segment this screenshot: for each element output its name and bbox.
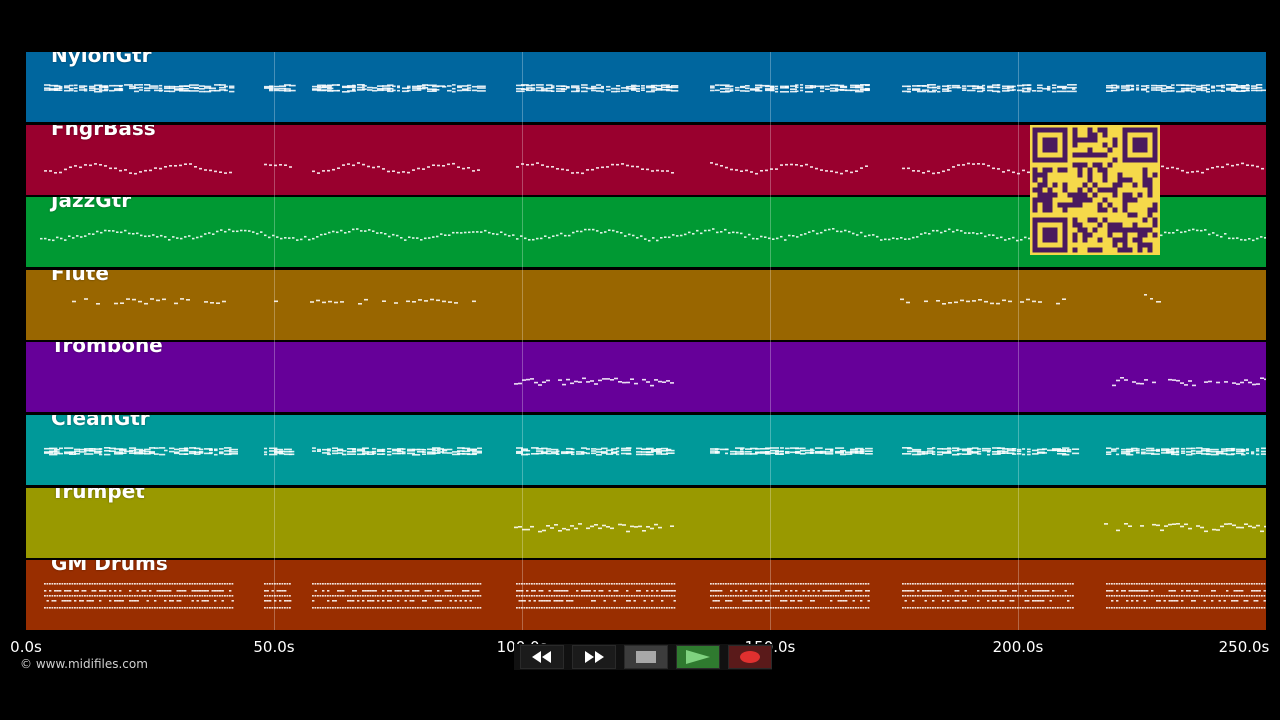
tick-label: 50.0s [253,638,295,656]
note-area [44,583,1266,609]
track-lane[interactable]: CleanGtr [26,415,1266,485]
stop-button[interactable] [624,645,668,669]
track-name: CleanGtr [51,415,150,430]
track-name: JazzGtr [51,197,132,213]
track-lane[interactable]: NylonGtr [26,52,1266,122]
note-area [44,84,1266,93]
track-name: NylonGtr [51,52,152,67]
play-button[interactable] [676,645,720,669]
note-area [44,447,1266,456]
transport-controls [514,644,772,670]
tick-label: 250.0s [1218,638,1270,656]
track-lane[interactable]: Trumpet [26,487,1266,558]
stop-icon [636,651,656,663]
track-name: Trombone [51,342,163,358]
copyright-text: © www.midifiles.com [20,657,148,671]
track-name: Flute [51,269,109,285]
track-lane[interactable]: Trombone [26,342,1266,413]
track-name: FngrBass [51,124,156,140]
fast-forward-icon [582,651,606,663]
track-name: Trumpet [51,487,145,503]
tick-label: 200.0s [992,638,1044,656]
rewind-button[interactable] [520,645,564,669]
tick-label: 0.0s [10,638,42,656]
rewind-icon [530,651,554,663]
play-icon [686,650,710,664]
note-area [72,293,1161,305]
track-lane[interactable]: GM Drums [26,560,1266,631]
note-area [514,377,1266,387]
note-area [514,522,1266,532]
record-icon [740,651,760,663]
qr-code-icon [1030,125,1160,255]
record-button[interactable] [728,645,772,669]
track-name: GM Drums [51,560,168,576]
fast-forward-button[interactable] [572,645,616,669]
track-lane[interactable]: Flute [26,269,1266,340]
